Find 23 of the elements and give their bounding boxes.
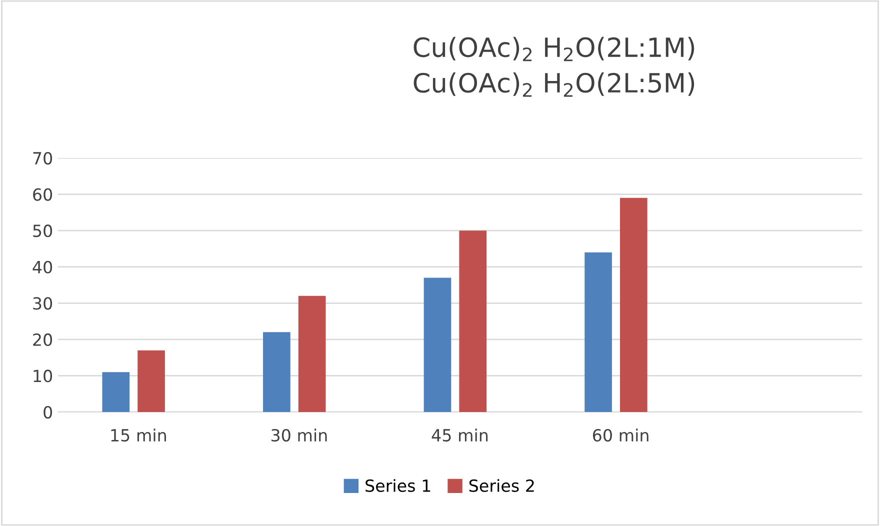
bar [263,332,290,412]
y-tick-label: 60 [33,188,52,201]
y-tick-label: 10 [34,370,52,382]
y-tick-label: 30 [33,297,52,310]
legend-label: Series 1 [366,479,430,492]
bar [102,372,130,412]
y-tick-label: 0 [44,406,52,419]
bar [298,296,326,412]
x-tick-label: 30 min [272,428,327,442]
bar [620,198,648,412]
bar [584,252,612,412]
legend-label: Series 2 [469,479,534,492]
x-tick-label: 60 min [593,428,648,442]
y-tick-label: 50 [33,224,52,238]
x-tick-label: 45 min [432,428,488,442]
y-tick-label: 20 [33,333,52,346]
chart-title: Cu(OAc)$_{2}$ H$_{2}$O(2L:1M) Cu(OAc)$_{2}$ H$_{2}$O(2L:5M) [414,36,694,97]
bar [424,278,452,412]
y-tick-label: 70 [33,152,52,165]
bar [459,230,487,412]
x-tick-label: 15 min [111,428,166,442]
y-tick-label: 40 [32,260,52,274]
bar [138,350,165,412]
